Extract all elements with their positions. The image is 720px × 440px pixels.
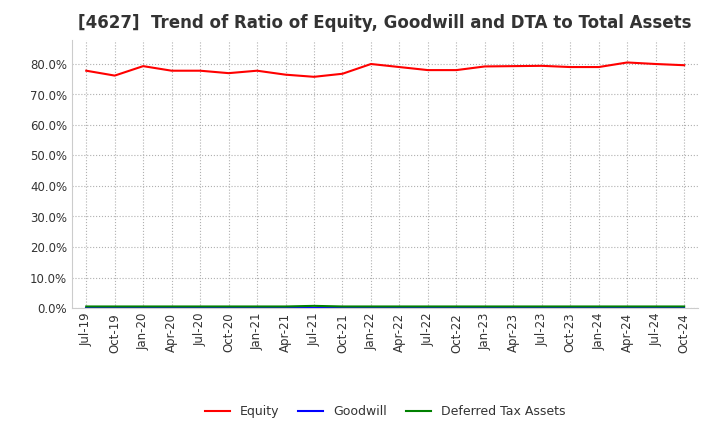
- Title: [4627]  Trend of Ratio of Equity, Goodwill and DTA to Total Assets: [4627] Trend of Ratio of Equity, Goodwil…: [78, 15, 692, 33]
- Goodwill: [537, 305, 546, 311]
- Line: Deferred Tax Assets: Deferred Tax Assets: [86, 306, 684, 307]
- Goodwill: [480, 305, 489, 311]
- Deferred Tax Assets: [395, 304, 404, 309]
- Equity: [623, 60, 631, 65]
- Goodwill: [82, 305, 91, 311]
- Goodwill: [423, 305, 432, 311]
- Goodwill: [680, 305, 688, 311]
- Goodwill: [566, 305, 575, 311]
- Deferred Tax Assets: [652, 304, 660, 309]
- Deferred Tax Assets: [225, 304, 233, 309]
- Goodwill: [139, 305, 148, 311]
- Deferred Tax Assets: [595, 304, 603, 309]
- Equity: [282, 72, 290, 77]
- Deferred Tax Assets: [139, 304, 148, 309]
- Goodwill: [623, 305, 631, 311]
- Equity: [167, 68, 176, 73]
- Deferred Tax Assets: [452, 304, 461, 309]
- Deferred Tax Assets: [310, 303, 318, 308]
- Goodwill: [338, 305, 347, 311]
- Equity: [225, 70, 233, 76]
- Equity: [537, 63, 546, 69]
- Equity: [452, 67, 461, 73]
- Deferred Tax Assets: [167, 304, 176, 309]
- Deferred Tax Assets: [338, 304, 347, 309]
- Goodwill: [595, 305, 603, 311]
- Equity: [652, 61, 660, 66]
- Equity: [310, 74, 318, 80]
- Deferred Tax Assets: [366, 304, 375, 309]
- Deferred Tax Assets: [480, 304, 489, 309]
- Equity: [423, 67, 432, 73]
- Goodwill: [310, 305, 318, 311]
- Equity: [253, 68, 261, 73]
- Equity: [566, 64, 575, 70]
- Goodwill: [225, 305, 233, 311]
- Deferred Tax Assets: [537, 304, 546, 309]
- Equity: [338, 71, 347, 77]
- Goodwill: [395, 305, 404, 311]
- Goodwill: [452, 305, 461, 311]
- Equity: [509, 63, 518, 69]
- Deferred Tax Assets: [253, 304, 261, 309]
- Equity: [595, 64, 603, 70]
- Equity: [680, 62, 688, 68]
- Deferred Tax Assets: [680, 304, 688, 309]
- Equity: [395, 64, 404, 70]
- Line: Equity: Equity: [86, 62, 684, 77]
- Legend: Equity, Goodwill, Deferred Tax Assets: Equity, Goodwill, Deferred Tax Assets: [200, 400, 570, 423]
- Equity: [82, 68, 91, 73]
- Goodwill: [366, 305, 375, 311]
- Deferred Tax Assets: [509, 304, 518, 309]
- Goodwill: [509, 305, 518, 311]
- Goodwill: [167, 305, 176, 311]
- Equity: [139, 63, 148, 69]
- Deferred Tax Assets: [196, 304, 204, 309]
- Equity: [366, 61, 375, 66]
- Goodwill: [652, 305, 660, 311]
- Deferred Tax Assets: [82, 304, 91, 309]
- Equity: [110, 73, 119, 78]
- Goodwill: [110, 305, 119, 311]
- Deferred Tax Assets: [423, 304, 432, 309]
- Goodwill: [253, 305, 261, 311]
- Deferred Tax Assets: [110, 304, 119, 309]
- Equity: [196, 68, 204, 73]
- Deferred Tax Assets: [282, 304, 290, 309]
- Equity: [480, 64, 489, 69]
- Deferred Tax Assets: [566, 304, 575, 309]
- Deferred Tax Assets: [623, 304, 631, 309]
- Goodwill: [196, 305, 204, 311]
- Goodwill: [282, 305, 290, 311]
